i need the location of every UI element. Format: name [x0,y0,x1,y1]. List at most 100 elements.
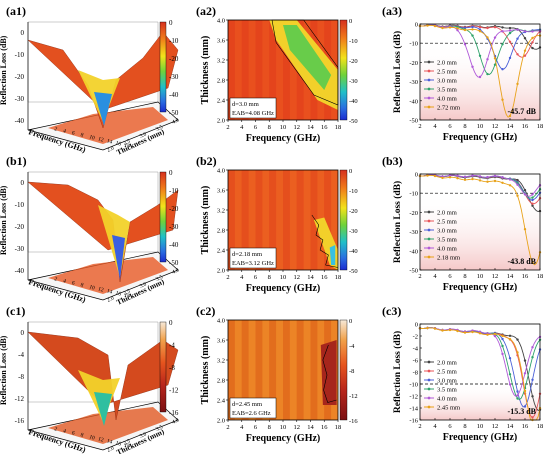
series-marker [478,54,482,57]
legend-marker [427,360,431,364]
x-tick-label: 14 [507,273,514,280]
series-marker [493,174,497,178]
series-marker [531,395,534,398]
series-marker [531,346,534,349]
heatmap-stripe [296,170,304,270]
y-tick-label: 2.5 [123,138,132,146]
panel-label-a3: (a3) [382,4,402,18]
series-marker [508,29,512,32]
annotation-thickness: d=3.0 mm [232,101,259,108]
colorbar-tick-label: -40 [169,91,179,99]
colorbar-tick-label: -30 [349,78,358,85]
series-marker [456,27,459,30]
series-marker [516,390,519,393]
y-tick-label: -6 [413,358,419,365]
y-tick-label: 2.5 [123,288,132,296]
series-marker [433,327,437,330]
heatmap-stripe [248,320,256,420]
legend-label: 2.0 mm [437,210,457,217]
x-tick-label: 10 [280,124,287,131]
x-tick-label: 16 [115,290,122,297]
y-tick-label: 0 [415,172,418,179]
series-marker [501,26,504,29]
colorbar-tick-label: 0 [169,319,173,327]
y-tick-label: 3.5 [155,274,164,282]
series-marker [471,34,474,37]
series-marker [448,176,452,179]
x-tick-label: 6 [448,123,452,130]
legend-label: 3.0 mm [437,378,457,385]
y-tick-label: 3.6 [217,188,226,195]
x-tick-label: 4 [240,274,244,281]
legend-marker [427,87,431,91]
legend-marker [427,210,431,214]
colorbar-tick-label: -10 [169,37,179,45]
x-tick-label: 6 [71,430,76,437]
series-marker [501,337,504,341]
legend-label: 3.5 mm [437,237,457,244]
z-tick-label: -10 [15,201,25,209]
x-tick-label: 2 [226,124,229,131]
series-marker [478,179,482,182]
x-tick-label: 12 [492,123,499,130]
series-marker [516,397,519,400]
x-tick-label: 10 [280,274,287,281]
x-tick-label: 12 [492,273,499,280]
x-tick-label: 12 [492,423,499,430]
y-tick-label: -50 [409,268,418,275]
series-marker [501,30,504,33]
heatmap-stripe [262,320,270,420]
x-tick-label: 18 [537,273,544,280]
colorbar-tick-label: -50 [169,259,179,267]
legend-marker [427,237,431,241]
series-marker [531,261,534,264]
series-marker [426,326,429,330]
x-tick-label: 8 [463,423,466,430]
annotation-thickness: d=2.45 mm [232,401,262,408]
series-marker [516,351,519,354]
z-tick-label: -40 [15,267,25,275]
x-tick-label: 2 [418,273,421,280]
series-marker [486,180,489,183]
x-tick-label: 16 [115,440,122,447]
legend-label: 2.45 mm [437,405,460,412]
x-axis-title: Frequency (GHz) [443,132,518,143]
legend-marker [427,219,431,223]
heatmap-stripe [228,20,235,120]
series-marker [486,333,489,336]
series-marker [508,337,512,341]
x-tick-label: 18 [123,142,130,149]
x-tick-label: 14 [507,423,514,430]
series-marker [531,30,534,33]
heatmap-stripe [324,170,332,270]
y-tick-label: 2.0 [106,295,115,303]
z-axis-title: Reflection Loss (dB) [0,335,8,405]
series-marker [448,174,452,177]
x-tick-label: 16 [522,273,529,280]
series-marker [456,29,459,32]
annotation-box [229,397,277,419]
panel-label-c1: (c1) [6,304,26,318]
y-tick-label: 2.8 [217,228,225,235]
x-tick-label: 4 [62,278,67,285]
heatmap-stripe [317,320,325,420]
x-tick-label: 14 [307,124,314,131]
colorbar [159,21,167,113]
x-tick-label: 4 [62,128,67,135]
series-marker [516,194,519,197]
y-tick-label: 2.0 [106,145,115,153]
series-marker [433,24,437,28]
x-tick-label: 14 [106,288,113,295]
y-tick-label: 4.0 [217,168,225,175]
y-tick-label: 2.0 [217,418,225,425]
heatmap-stripe [241,320,249,420]
y-tick-label: 2.0 [217,268,225,275]
y-tick-label: 2.0 [106,445,115,453]
y-tick-label: 3.5 [155,124,164,132]
series-marker [441,176,444,180]
colorbar-tick-label: -50 [169,109,179,117]
colorbar-tick-label: 0 [169,19,173,27]
y-tick-label: 2.4 [217,398,226,405]
